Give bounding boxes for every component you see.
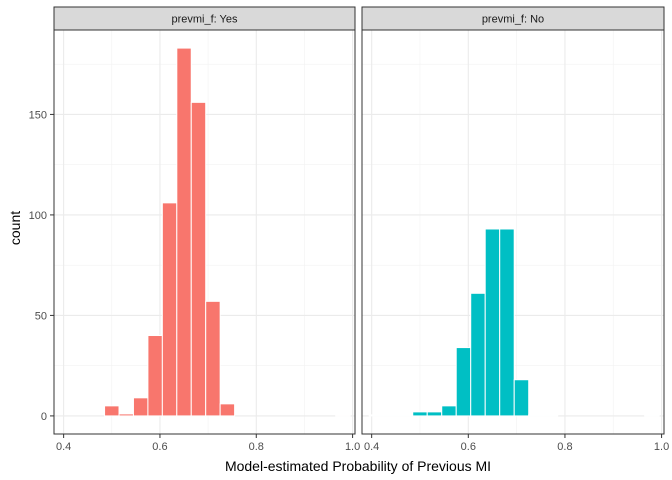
y-tick-label: 0 xyxy=(41,411,47,423)
histogram-bar xyxy=(441,405,457,417)
histogram-bar xyxy=(426,411,443,417)
x-tick-label: 0.4 xyxy=(364,441,379,453)
histogram-bar xyxy=(176,47,192,417)
histogram-bar xyxy=(470,292,486,417)
histogram-bar xyxy=(132,397,149,417)
histogram-bar xyxy=(118,413,134,417)
x-tick-label: 0.6 xyxy=(152,441,167,453)
histogram-bar xyxy=(205,300,221,417)
y-tick-label: 150 xyxy=(29,109,47,121)
x-tick-label: 0.8 xyxy=(249,441,264,453)
histogram-bar xyxy=(455,347,472,417)
x-tick-label: 1.0 xyxy=(654,441,669,453)
histogram-bar xyxy=(161,202,178,417)
x-tick-label: 0.6 xyxy=(461,441,476,453)
histogram-bar xyxy=(513,379,530,417)
x-tick-label: 0.4 xyxy=(56,441,71,453)
panel-border xyxy=(361,29,665,435)
x-tick-label: 1.0 xyxy=(345,441,360,453)
facet-strip-label: prevmi_f: Yes xyxy=(171,14,238,26)
histogram-bar xyxy=(499,228,515,417)
histogram-bar xyxy=(368,414,385,417)
y-tick-label: 100 xyxy=(29,210,47,222)
histogram-bar xyxy=(335,414,351,417)
histogram-bar xyxy=(484,228,501,417)
histogram-bar xyxy=(397,414,414,417)
histogram-bar xyxy=(147,335,163,417)
histogram-bar xyxy=(542,414,559,417)
panel-border xyxy=(53,29,356,435)
histogram-bar xyxy=(412,411,428,417)
histogram-bar xyxy=(219,403,236,417)
facet-panel-2: prevmi_f: No 0.4 0.6 0.8 1.0 xyxy=(361,6,669,453)
y-axis-title: count xyxy=(7,211,23,245)
histogram-bar xyxy=(104,405,120,417)
x-tick-label: 0.8 xyxy=(557,441,572,453)
histogram-bar xyxy=(383,414,399,417)
histogram-bar xyxy=(644,414,660,417)
y-tick-label: 50 xyxy=(35,310,47,322)
facet-strip-label: prevmi_f: No xyxy=(482,14,544,26)
x-axis-title: Model-estimated Probability of Previous … xyxy=(225,458,491,474)
histogram-bar xyxy=(190,101,207,417)
histogram-bar xyxy=(528,414,544,417)
facet-panel-1: prevmi_f: Yes 0.4 0.6 0.8 1.0 xyxy=(53,6,360,453)
